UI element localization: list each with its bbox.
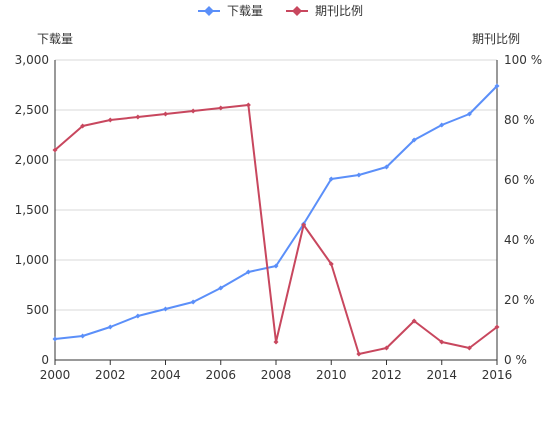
x-tick-label: 2002	[95, 368, 126, 382]
x-tick-label: 2010	[316, 368, 347, 382]
x-tick-label: 2016	[482, 368, 513, 382]
y-left-axis-label: 下载量	[37, 32, 73, 46]
data-point	[273, 263, 279, 269]
legend: 下载量 期刊比例	[198, 4, 363, 18]
x-tick-label: 2000	[40, 368, 71, 382]
legend-diamond-icon	[204, 6, 214, 16]
data-point	[494, 324, 500, 330]
data-point	[218, 105, 224, 111]
data-point	[135, 313, 141, 319]
data-point	[466, 345, 472, 351]
x-tick-label: 2008	[261, 368, 292, 382]
y-left-tick-label: 2,500	[15, 103, 49, 117]
data-point	[384, 164, 389, 170]
y-right-tick-label: 100 %	[504, 53, 542, 67]
grid-lines	[55, 59, 497, 361]
y-left-tick-label: 500	[26, 303, 49, 317]
data-point	[356, 172, 362, 178]
data-point	[245, 269, 251, 275]
x-tick-label: 2012	[371, 368, 402, 382]
data-point	[384, 345, 389, 351]
x-tick-label: 2004	[150, 368, 181, 382]
data-point	[52, 147, 58, 153]
legend-label: 期刊比例	[315, 4, 363, 18]
legend-diamond-icon	[292, 6, 302, 16]
data-point	[190, 108, 196, 114]
data-point	[218, 285, 224, 291]
data-point	[80, 123, 86, 129]
series-line	[54, 85, 498, 340]
y-left-tick-label: 3,000	[15, 53, 49, 67]
data-point	[80, 333, 86, 339]
data-point	[273, 339, 279, 345]
data-point	[107, 324, 113, 330]
data-point	[245, 102, 251, 108]
data-point	[190, 299, 196, 305]
data-point	[52, 336, 58, 342]
y-left-tick-label: 0	[41, 353, 49, 367]
y-right-tick-label: 80 %	[504, 113, 535, 127]
data-point	[439, 339, 445, 345]
legend-label: 下载量	[227, 4, 263, 18]
x-tick-label: 2006	[205, 368, 236, 382]
y-right-tick-label: 60 %	[504, 173, 535, 187]
data-point	[301, 222, 307, 228]
data-point	[328, 261, 334, 267]
data-point	[494, 83, 500, 89]
data-point	[356, 351, 362, 357]
data-point	[135, 114, 141, 120]
axes: 0 500 1,000 1,500 2,000 2,500 3,000 0 % 20 % 40 %…	[15, 53, 542, 382]
data-point	[439, 122, 445, 128]
y-left-tick-label: 1,000	[15, 253, 49, 267]
data-point	[107, 117, 113, 123]
data-point	[411, 318, 417, 324]
y-right-tick-label: 0 %	[504, 353, 527, 367]
data-point	[163, 111, 168, 117]
data-point	[411, 137, 417, 143]
series-layer	[52, 83, 500, 357]
y-right-tick-label: 20 %	[504, 293, 535, 307]
data-point	[466, 111, 472, 117]
series-line	[54, 104, 498, 355]
x-tick-label: 2014	[426, 368, 457, 382]
y-right-axis-label: 期刊比例	[472, 32, 520, 46]
y-left-tick-label: 1,500	[15, 203, 49, 217]
y-left-tick-label: 2,000	[15, 153, 49, 167]
data-point	[328, 176, 334, 182]
data-point	[163, 306, 168, 312]
y-right-tick-label: 40 %	[504, 233, 535, 247]
